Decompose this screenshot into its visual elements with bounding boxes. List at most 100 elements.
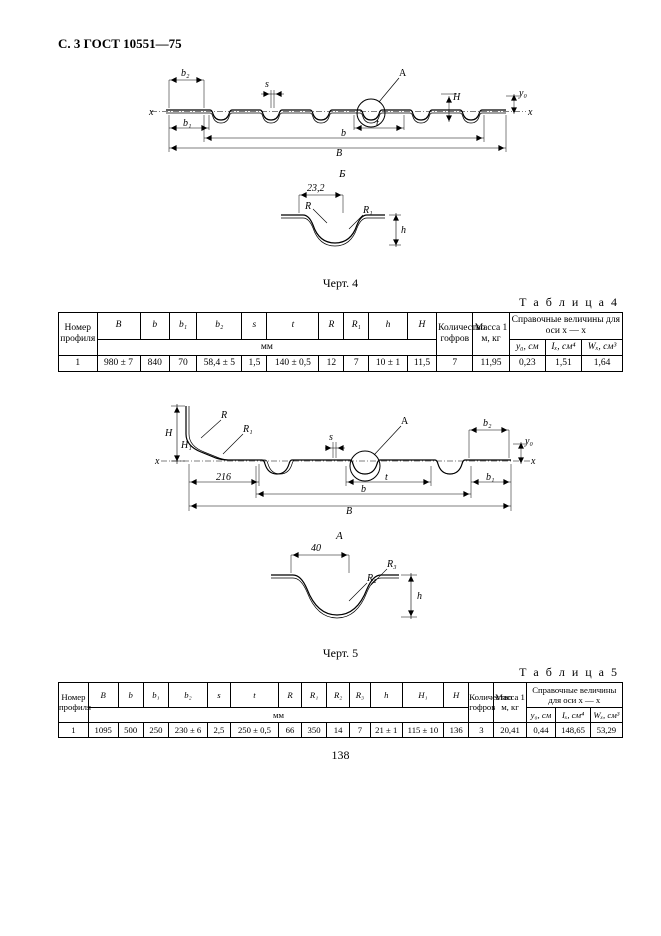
td: 115 ± 10 bbox=[402, 722, 443, 737]
th-t: t bbox=[267, 313, 319, 340]
figure-5-caption: Черт. 5 bbox=[58, 646, 623, 661]
label-t: t bbox=[376, 118, 379, 129]
figure-4-caption: Черт. 4 bbox=[58, 276, 623, 291]
td: 53,29 bbox=[590, 722, 622, 737]
svg-text:b: b bbox=[361, 484, 366, 495]
table-4: Номер профиля B b b₁ b₂ s t R R₁ h H Кол… bbox=[58, 312, 623, 372]
figure-4-detail: Б 23,2 R R₁ h bbox=[58, 165, 623, 270]
table-4-label: Т а б л и ц а 4 bbox=[58, 295, 619, 310]
th-R1: R₁ bbox=[301, 682, 326, 707]
td: 10 ± 1 bbox=[369, 355, 408, 371]
svg-text:h: h bbox=[401, 225, 406, 236]
th-s: s bbox=[207, 682, 230, 707]
th-B: B bbox=[97, 313, 140, 340]
label-Bcap: B bbox=[336, 148, 342, 156]
td: 1 bbox=[59, 355, 98, 371]
svg-text:R₁: R₁ bbox=[362, 205, 373, 216]
th-ref: Справочные величины для оси x — x bbox=[526, 682, 622, 707]
svg-text:H: H bbox=[164, 428, 173, 439]
th-Wx: Wₓ, см³ bbox=[590, 707, 622, 722]
td: 11,95 bbox=[473, 355, 509, 371]
td: 11,5 bbox=[407, 355, 436, 371]
svg-text:A: A bbox=[401, 416, 409, 427]
th-b2: b₂ bbox=[169, 682, 208, 707]
th-y0: y₀, см bbox=[526, 707, 556, 722]
td: 7 bbox=[344, 355, 369, 371]
svg-text:R: R bbox=[304, 201, 311, 212]
svg-text:H₁: H₁ bbox=[180, 440, 192, 451]
td: 250 bbox=[143, 722, 168, 737]
svg-text:216: 216 bbox=[216, 472, 231, 483]
svg-text:h: h bbox=[417, 591, 422, 602]
th-mass: Масса 1 м, кг bbox=[473, 313, 509, 356]
td: 20,41 bbox=[494, 722, 526, 737]
svg-text:b₂: b₂ bbox=[483, 418, 492, 429]
td: 1,51 bbox=[545, 355, 581, 371]
th-nomer: Номер профиля bbox=[59, 313, 98, 356]
th-mm: мм bbox=[97, 339, 437, 355]
th-t: t bbox=[230, 682, 278, 707]
th-h: h bbox=[369, 313, 408, 340]
td: 12 bbox=[319, 355, 344, 371]
th-H1: H₁ bbox=[402, 682, 443, 707]
td: 1 bbox=[59, 722, 89, 737]
th-nomer: Номер профиля bbox=[59, 682, 89, 722]
table-5-label: Т а б л и ц а 5 bbox=[58, 665, 619, 680]
th-ref: Справочные величины для оси x — x bbox=[509, 313, 622, 340]
td: 840 bbox=[140, 355, 169, 371]
figure-5-detail: A 40 R₂ R₃ h bbox=[58, 525, 623, 640]
figure-4-main: b₂ s A H y₀ x x b₁ t b B bbox=[58, 60, 623, 161]
td: 14 bbox=[327, 722, 350, 737]
svg-text:R₁: R₁ bbox=[242, 424, 253, 435]
th-qty: Количество гофров bbox=[469, 682, 494, 722]
label-s: s bbox=[265, 79, 269, 90]
svg-text:s: s bbox=[329, 432, 333, 443]
svg-text:A: A bbox=[335, 530, 343, 542]
th-b1: b₁ bbox=[169, 313, 196, 340]
th-Ix: Iₓ, см⁴ bbox=[556, 707, 590, 722]
svg-text:y₀: y₀ bbox=[524, 436, 533, 447]
figure-5-main: R R₁ A b₂ y₀ H H₁ x x s 216 t b₁ b B bbox=[58, 386, 623, 521]
th-R: R bbox=[319, 313, 344, 340]
label-b: b bbox=[341, 128, 346, 139]
svg-text:B: B bbox=[346, 506, 352, 516]
td: 1095 bbox=[88, 722, 118, 737]
td: 500 bbox=[118, 722, 143, 737]
td: 1,64 bbox=[582, 355, 623, 371]
svg-text:x: x bbox=[530, 456, 536, 467]
th-Ix: Iₓ, см⁴ bbox=[545, 339, 581, 355]
th-R2: R₂ bbox=[327, 682, 350, 707]
th-b1: b₁ bbox=[143, 682, 168, 707]
td: 21 ± 1 bbox=[370, 722, 402, 737]
th-H: H bbox=[407, 313, 436, 340]
td: 0,23 bbox=[509, 355, 545, 371]
label-x-left: x bbox=[148, 107, 154, 118]
svg-text:R: R bbox=[220, 410, 227, 421]
td: 70 bbox=[169, 355, 196, 371]
th-b: b bbox=[140, 313, 169, 340]
th-R: R bbox=[279, 682, 302, 707]
th-b: b bbox=[118, 682, 143, 707]
th-Wx: Wₓ, см³ bbox=[582, 339, 623, 355]
svg-text:Б: Б bbox=[338, 168, 346, 180]
th-h: h bbox=[370, 682, 402, 707]
td: 250 ± 0,5 bbox=[230, 722, 278, 737]
td: 7 bbox=[350, 722, 371, 737]
th-s: s bbox=[242, 313, 267, 340]
th-qty: Количество гофров bbox=[437, 313, 473, 356]
label-b1: b₁ bbox=[183, 118, 191, 129]
th-R1: R₁ bbox=[344, 313, 369, 340]
svg-text:R₃: R₃ bbox=[386, 559, 397, 570]
svg-text:x: x bbox=[154, 456, 160, 467]
th-mm: мм bbox=[88, 707, 468, 722]
svg-text:t: t bbox=[385, 472, 388, 483]
page-number: 138 bbox=[58, 748, 623, 763]
label-x-right: x bbox=[527, 107, 533, 118]
th-b2: b₂ bbox=[197, 313, 242, 340]
td: 350 bbox=[301, 722, 326, 737]
td: 2,5 bbox=[207, 722, 230, 737]
td: 148,65 bbox=[556, 722, 590, 737]
svg-text:R₂: R₂ bbox=[366, 573, 377, 584]
td: 3 bbox=[469, 722, 494, 737]
label-b2: b₂ bbox=[181, 68, 190, 79]
